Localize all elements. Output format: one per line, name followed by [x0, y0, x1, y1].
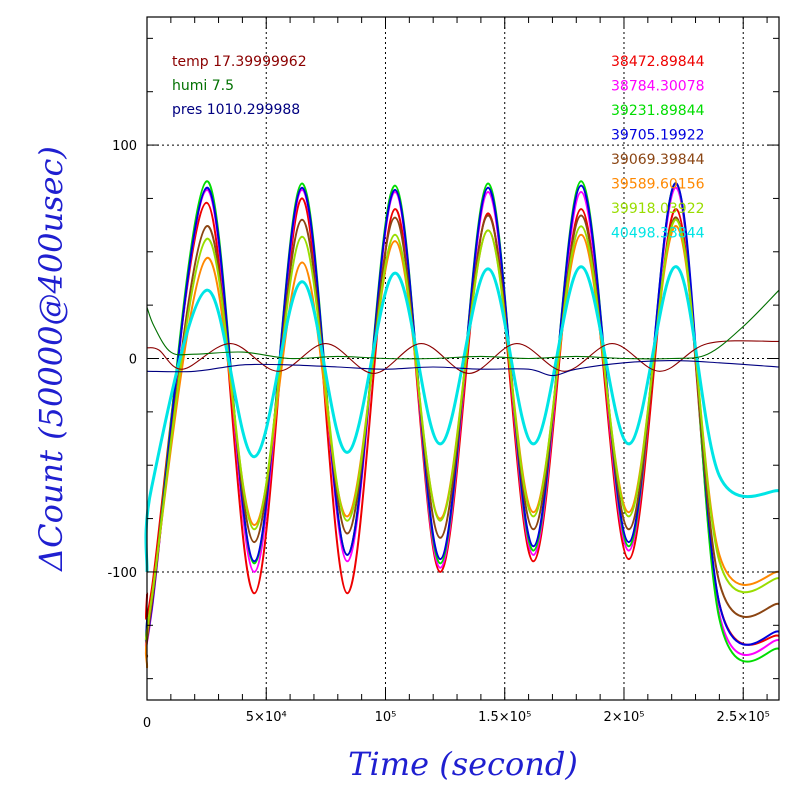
series-line-5: [144, 225, 780, 669]
series-legend-entry: 39589.60156: [611, 177, 705, 193]
series-legend-entry: 39918.03922: [611, 201, 705, 217]
legend: temp 17.39999962 humi 7.5 pres 1010.299988…: [172, 54, 705, 242]
y-axis-title: ΔCount (50000@400usec): [32, 146, 70, 573]
x-tick-label: 2×10⁵: [604, 710, 645, 725]
x-tick-label: 0: [143, 716, 151, 731]
series-line-10: [146, 360, 780, 377]
x-tick-label: 10⁵: [375, 710, 397, 725]
series-legend-entry: 39069.39844: [611, 152, 705, 168]
tick-labels: 0 5×10⁴ 10⁵ 1.5×10⁵ 2×10⁵ 2.5×10⁵ 100 0 -100: [107, 139, 769, 731]
env-legend-entry: temp 17.39999962: [172, 54, 307, 70]
series-legend-entry: 38472.89844: [611, 54, 705, 70]
series-line-8: [146, 340, 780, 374]
series-legend-entry: 39705.19922: [611, 128, 705, 144]
series-layer: [144, 180, 780, 669]
x-tick-label: 1.5×10⁵: [478, 710, 531, 725]
series-line-7: [144, 265, 780, 572]
series-legend-entry: 40498.33844: [611, 226, 705, 242]
x-axis-title: Time (second): [348, 745, 578, 783]
y-tick-label: -100: [107, 566, 137, 581]
series-legend-entry: 38784.30078: [611, 79, 705, 95]
x-tick-label: 2.5×10⁵: [717, 710, 770, 725]
env-legend-entry: pres 1010.299988: [172, 102, 300, 118]
series-line-9: [146, 289, 780, 360]
env-legend-entry: humi 7.5: [172, 78, 234, 94]
y-tick-label: 0: [129, 353, 137, 368]
x-tick-label: 5×10⁴: [246, 710, 287, 725]
y-tick-label: 100: [112, 139, 137, 154]
series-legend-entry: 39231.89844: [611, 103, 705, 119]
series-line-0: [144, 197, 780, 646]
axis-ticks: [146, 17, 779, 700]
